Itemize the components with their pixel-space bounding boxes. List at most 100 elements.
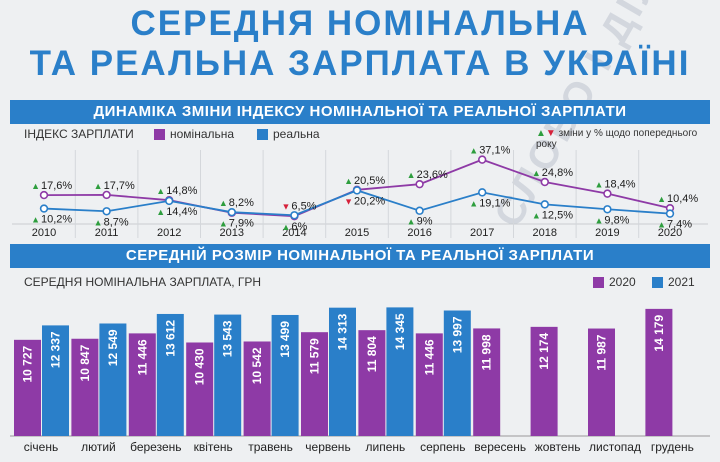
data-label: 14,8% xyxy=(166,185,197,197)
month-label: серпень xyxy=(420,440,465,454)
data-label: 14,4% xyxy=(166,206,197,218)
up-triangle-icon: ▲ xyxy=(156,207,165,217)
x-tick-label: 2014 xyxy=(282,227,306,239)
x-tick-label: 2010 xyxy=(32,227,56,239)
data-label: 9,8% xyxy=(604,214,629,226)
x-tick-label: 2018 xyxy=(533,227,557,239)
bar-2021 xyxy=(42,325,69,436)
bar-value-label: 13 997 xyxy=(450,316,464,353)
up-triangle-icon: ▲ xyxy=(532,210,541,220)
month-label: листопад xyxy=(589,440,641,454)
up-triangle-icon: ▲ xyxy=(31,181,40,191)
bar-2021 xyxy=(156,313,184,436)
data-point xyxy=(352,186,362,195)
data-label: 37,1% xyxy=(479,145,510,157)
bar-2021 xyxy=(214,314,242,436)
bar-chart-subtitle: СЕРЕДНЯ НОМІНАЛЬНА ЗАРПЛАТА, ГРН xyxy=(24,275,262,289)
data-point xyxy=(290,211,299,220)
x-tick-label: 2011 xyxy=(95,227,119,239)
up-triangle-icon: ▲ xyxy=(594,180,603,190)
bar-2020 xyxy=(128,333,156,436)
x-tick-label: 2012 xyxy=(157,227,181,239)
legend-real-label: реальна xyxy=(273,127,320,141)
data-point xyxy=(665,209,675,218)
bar-2020 xyxy=(530,326,558,436)
up-triangle-icon: ▲ xyxy=(219,198,228,208)
down-triangle-icon: ▼ xyxy=(344,196,353,206)
bar-2020 xyxy=(588,328,615,436)
bar-2021 xyxy=(386,307,414,436)
up-triangle-icon: ▲ xyxy=(469,198,478,208)
change-note-text: зміни у % щодо попереднього року xyxy=(536,128,698,150)
up-triangle-icon: ▲ xyxy=(156,186,165,196)
data-point xyxy=(102,190,111,200)
bar-value-label: 11 446 xyxy=(422,339,436,375)
bar-2020 xyxy=(301,332,328,436)
bar-value-label: 14 313 xyxy=(336,313,350,350)
data-label: 18,4% xyxy=(604,179,635,191)
data-point xyxy=(415,206,424,215)
data-point xyxy=(603,205,612,214)
legend-2021-swatch xyxy=(652,277,663,288)
bar-2021 xyxy=(329,307,356,436)
data-point xyxy=(478,188,487,197)
change-note: ▲▼ зміни у % щодо попереднього року xyxy=(536,128,720,150)
data-point xyxy=(478,155,487,164)
bar-value-label: 10 847 xyxy=(78,344,92,381)
bar-value-label: 14 179 xyxy=(652,315,666,352)
month-label: липень xyxy=(366,440,406,454)
data-label: 6% xyxy=(291,221,307,233)
section1-band-title: ДИНАМІКА ЗМІНИ ІНДЕКСУ НОМІНАЛЬНОЇ ТА РЕ… xyxy=(10,100,710,124)
data-label: 20,2% xyxy=(354,195,385,207)
x-tick-label: 2017 xyxy=(470,227,494,239)
up-triangle-icon: ▲ xyxy=(594,215,603,225)
bar-2020 xyxy=(473,328,501,436)
bar-value-label: 11 804 xyxy=(365,336,379,372)
x-tick-label: 2013 xyxy=(220,227,244,239)
up-triangle-icon: ▲ xyxy=(407,170,416,180)
data-point xyxy=(603,189,612,198)
bar-2020 xyxy=(243,341,271,436)
bar-value-label: 12 174 xyxy=(537,333,551,370)
bar-2020 xyxy=(415,333,443,436)
bar-2020 xyxy=(358,330,386,436)
bar-value-label: 11 579 xyxy=(308,338,322,374)
data-label: 12,5% xyxy=(542,209,573,221)
bar-chart: 10 727 12 337 січень 10 847 12 549 лютий 11 44… xyxy=(10,307,710,454)
data-point xyxy=(165,196,174,206)
data-point xyxy=(415,179,424,189)
data-label: 8,2% xyxy=(229,197,254,209)
up-triangle-icon: ▲ xyxy=(657,220,666,230)
data-label: 17,7% xyxy=(104,180,135,192)
bar-value-label: 10 542 xyxy=(250,347,264,384)
data-label: 17,6% xyxy=(41,180,72,192)
legend-real-swatch xyxy=(257,129,268,140)
legend-nominal-label: номінальна xyxy=(170,127,235,141)
data-label: 20,5% xyxy=(354,175,385,187)
legend-nominal-swatch xyxy=(154,129,165,140)
x-tick-label: 2019 xyxy=(595,227,619,239)
legend-2020-swatch xyxy=(593,277,604,288)
bar-2021 xyxy=(99,323,127,436)
data-point xyxy=(102,207,111,216)
month-label: вересень xyxy=(474,440,526,454)
bar-value-label: 13 612 xyxy=(163,320,177,357)
data-label: 7,9% xyxy=(229,218,254,230)
month-label: березень xyxy=(130,440,181,454)
bar-value-label: 11 987 xyxy=(595,334,609,370)
data-point xyxy=(540,177,549,187)
bar-value-label: 11 446 xyxy=(135,339,149,375)
up-triangle-icon: ▲ xyxy=(281,222,290,232)
data-label: 8,7% xyxy=(104,216,129,228)
page-title-line2: ТА РЕАЛЬНА ЗАРПЛАТА В УКРАЇНІ xyxy=(29,44,691,83)
bar-value-label: 12 337 xyxy=(49,331,63,368)
up-triangle-icon: ▲ xyxy=(31,215,40,225)
month-label: лютий xyxy=(81,440,116,454)
up-triangle-icon: ▲ xyxy=(657,194,666,204)
index-label: ІНДЕКС ЗАРПЛАТИ xyxy=(24,127,134,141)
data-label: 24,8% xyxy=(542,167,573,179)
up-triangle-icon: ▲ xyxy=(219,219,228,229)
bar-value-label: 12 549 xyxy=(106,329,120,366)
page-title-line1: СЕРЕДНЯ НОМІНАЛЬНА xyxy=(130,4,590,43)
bar-2021 xyxy=(443,310,471,436)
